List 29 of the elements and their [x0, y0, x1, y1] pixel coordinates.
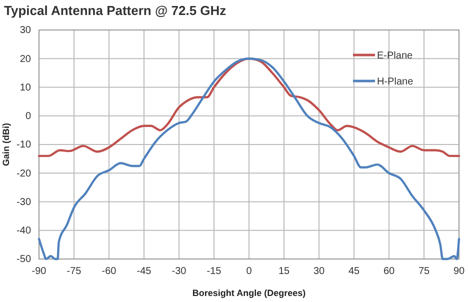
legend-label: E-Plane	[377, 50, 414, 62]
x-tick-label: -60	[102, 266, 117, 278]
x-tick-label: 0	[246, 266, 252, 278]
y-tick-label: -30	[16, 196, 32, 208]
y-tick-label: 30	[20, 25, 32, 36]
x-tick-label: 90	[453, 266, 465, 278]
x-tick-label: -15	[206, 266, 222, 278]
y-tick-label: -50	[16, 254, 32, 266]
y-axis-title: Gain (dBi)	[1, 123, 11, 166]
y-tick-label: -20	[16, 168, 32, 180]
y-tick-label: -10	[16, 140, 32, 151]
y-tick-label: 20	[20, 54, 32, 65]
chart-title: Typical Antenna Pattern @ 72.5 GHz	[4, 3, 227, 18]
line-series	[38, 58, 460, 158]
x-axis-title: Boresight Angle (Degrees)	[192, 288, 306, 298]
legend-label: H-Plane	[377, 76, 414, 88]
x-tick-label: 30	[313, 266, 325, 278]
x-tick-label: 15	[278, 266, 290, 278]
x-tick-label: -75	[66, 266, 82, 278]
x-tick-label: -90	[32, 266, 47, 278]
y-tick-label: -40	[16, 226, 32, 237]
x-tick-label: 75	[418, 266, 430, 278]
y-tick-label: 0	[25, 111, 32, 122]
x-tick-label: -30	[172, 266, 187, 278]
y-tick-label: 10	[20, 82, 32, 94]
x-tick-label: -45	[136, 266, 152, 278]
line-series	[38, 58, 460, 260]
x-tick-label: 60	[383, 266, 395, 278]
x-tick-label: 45	[348, 266, 360, 278]
